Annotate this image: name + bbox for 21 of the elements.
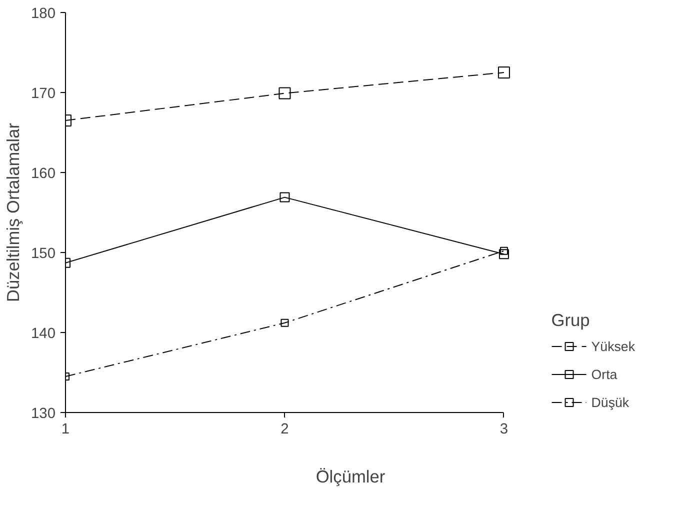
point (280, 318, 289, 327)
legend-label: Yüksek (591, 338, 635, 354)
point (500, 246, 508, 255)
x-tick-label: 2 (280, 422, 289, 438)
x-axis-title: Ölçümler (316, 466, 386, 486)
legend-label: Orta (591, 366, 618, 382)
y-tick-label: 130 (31, 406, 56, 422)
y-tick-label: 180 (31, 6, 56, 22)
y-tick-label: 160 (31, 166, 56, 182)
point (278, 87, 291, 100)
x-tick-label: 3 (500, 422, 508, 438)
y-tick-label: 170 (31, 86, 56, 102)
point (280, 192, 290, 202)
y-axis-title: Düzeltilmiş Ortalamalar (3, 122, 24, 302)
legend-title: Grup (551, 310, 591, 331)
point (498, 249, 509, 260)
x-tick-label: 1 (61, 422, 70, 438)
point (498, 66, 510, 78)
y-tick-label: 140 (31, 326, 56, 342)
legend-label: Düşük (591, 394, 630, 410)
y-tick-label: 150 (31, 246, 56, 262)
